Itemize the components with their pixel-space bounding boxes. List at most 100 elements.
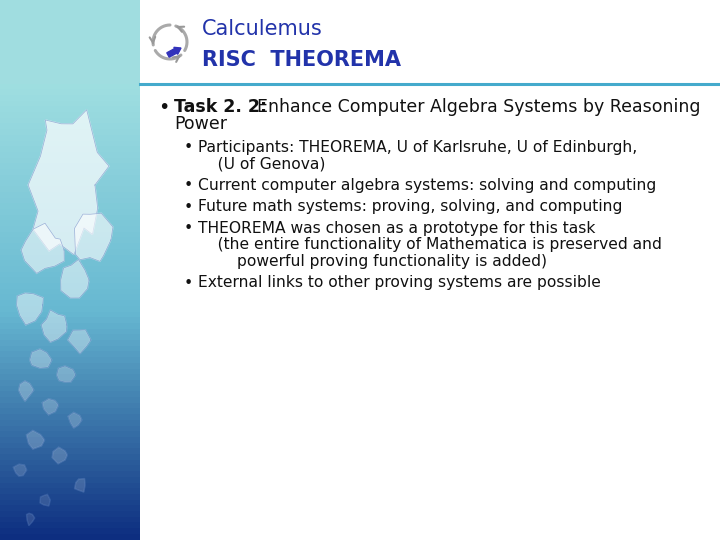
Polygon shape: [17, 293, 43, 325]
Bar: [0, 363, 140, 369]
Bar: [0, 129, 140, 136]
Bar: [0, 209, 140, 215]
Bar: [0, 272, 140, 278]
Bar: [0, 443, 140, 449]
Bar: [0, 471, 140, 477]
Text: THEOREMA was chosen as a prototype for this task: THEOREMA was chosen as a prototype for t…: [198, 221, 595, 236]
Bar: [0, 317, 140, 323]
Bar: [0, 334, 140, 341]
Bar: [0, 243, 140, 249]
Bar: [0, 528, 140, 534]
Bar: [0, 340, 140, 346]
Bar: [0, 534, 140, 540]
FancyArrow shape: [167, 48, 181, 57]
Bar: [0, 312, 140, 318]
Bar: [0, 357, 140, 363]
Bar: [0, 214, 140, 221]
Bar: [0, 420, 140, 426]
Bar: [0, 448, 140, 455]
Bar: [0, 494, 140, 500]
Bar: [0, 454, 140, 460]
Bar: [0, 226, 140, 232]
Bar: [0, 249, 140, 255]
Bar: [0, 392, 140, 397]
Bar: [0, 283, 140, 289]
Bar: [0, 266, 140, 272]
Text: (the entire functionality of Mathematica is preserved and: (the entire functionality of Mathematica…: [198, 238, 662, 253]
Polygon shape: [74, 213, 113, 261]
Polygon shape: [30, 349, 52, 368]
Bar: [0, 374, 140, 380]
Bar: [0, 505, 140, 511]
Bar: [0, 238, 140, 244]
Bar: [0, 124, 140, 130]
Polygon shape: [40, 494, 50, 506]
Polygon shape: [13, 464, 27, 476]
Polygon shape: [60, 260, 89, 298]
Text: •: •: [184, 199, 193, 214]
Bar: [0, 95, 140, 101]
Text: External links to other proving systems are possible: External links to other proving systems …: [198, 275, 601, 291]
Bar: [0, 106, 140, 112]
Bar: [0, 146, 140, 152]
Bar: [0, 140, 140, 147]
Bar: [0, 84, 140, 90]
Bar: [0, 220, 140, 226]
Bar: [0, 500, 140, 506]
Bar: [0, 329, 140, 335]
Bar: [0, 483, 140, 489]
Bar: [0, 323, 140, 329]
Polygon shape: [19, 381, 34, 401]
Bar: [0, 408, 140, 415]
Bar: [0, 289, 140, 295]
Bar: [0, 380, 140, 386]
Bar: [0, 522, 140, 529]
Bar: [0, 397, 140, 403]
Bar: [0, 368, 140, 375]
Bar: [0, 517, 140, 523]
Polygon shape: [21, 223, 64, 273]
Text: Enhance Computer Algebra Systems by Reasoning: Enhance Computer Algebra Systems by Reas…: [246, 98, 701, 116]
Text: •: •: [184, 221, 193, 236]
Bar: [0, 180, 140, 187]
Text: Participants: THEOREMA, U of Karlsruhe, U of Edinburgh,: Participants: THEOREMA, U of Karlsruhe, …: [198, 140, 637, 155]
Bar: [0, 135, 140, 141]
Bar: [0, 431, 140, 437]
Text: RISC  THEOREMA: RISC THEOREMA: [202, 50, 401, 71]
Text: Task 2. 2:: Task 2. 2:: [174, 98, 267, 116]
Bar: [0, 192, 140, 198]
Bar: [0, 203, 140, 210]
Polygon shape: [42, 399, 58, 415]
Bar: [0, 254, 140, 261]
Bar: [0, 403, 140, 409]
Bar: [0, 488, 140, 495]
Polygon shape: [27, 430, 45, 449]
Bar: [0, 511, 140, 517]
Bar: [0, 437, 140, 443]
Bar: [0, 118, 140, 124]
Bar: [0, 232, 140, 238]
Bar: [0, 278, 140, 284]
Text: •: •: [184, 178, 193, 193]
Text: Calculemus: Calculemus: [202, 19, 323, 39]
Bar: [0, 460, 140, 466]
Polygon shape: [41, 310, 67, 342]
Bar: [0, 186, 140, 192]
Bar: [0, 260, 140, 266]
Bar: [0, 0, 140, 84]
Bar: [0, 198, 140, 204]
Bar: [0, 169, 140, 175]
Text: •: •: [184, 275, 193, 291]
Bar: [0, 294, 140, 301]
Text: (U of Genova): (U of Genova): [198, 157, 325, 172]
Bar: [0, 100, 140, 107]
Polygon shape: [68, 330, 91, 354]
Bar: [0, 426, 140, 431]
Bar: [0, 465, 140, 471]
Bar: [140, 0, 720, 84]
Polygon shape: [68, 413, 82, 428]
Text: •: •: [158, 98, 169, 117]
Bar: [0, 306, 140, 312]
Bar: [0, 158, 140, 164]
Bar: [0, 112, 140, 118]
